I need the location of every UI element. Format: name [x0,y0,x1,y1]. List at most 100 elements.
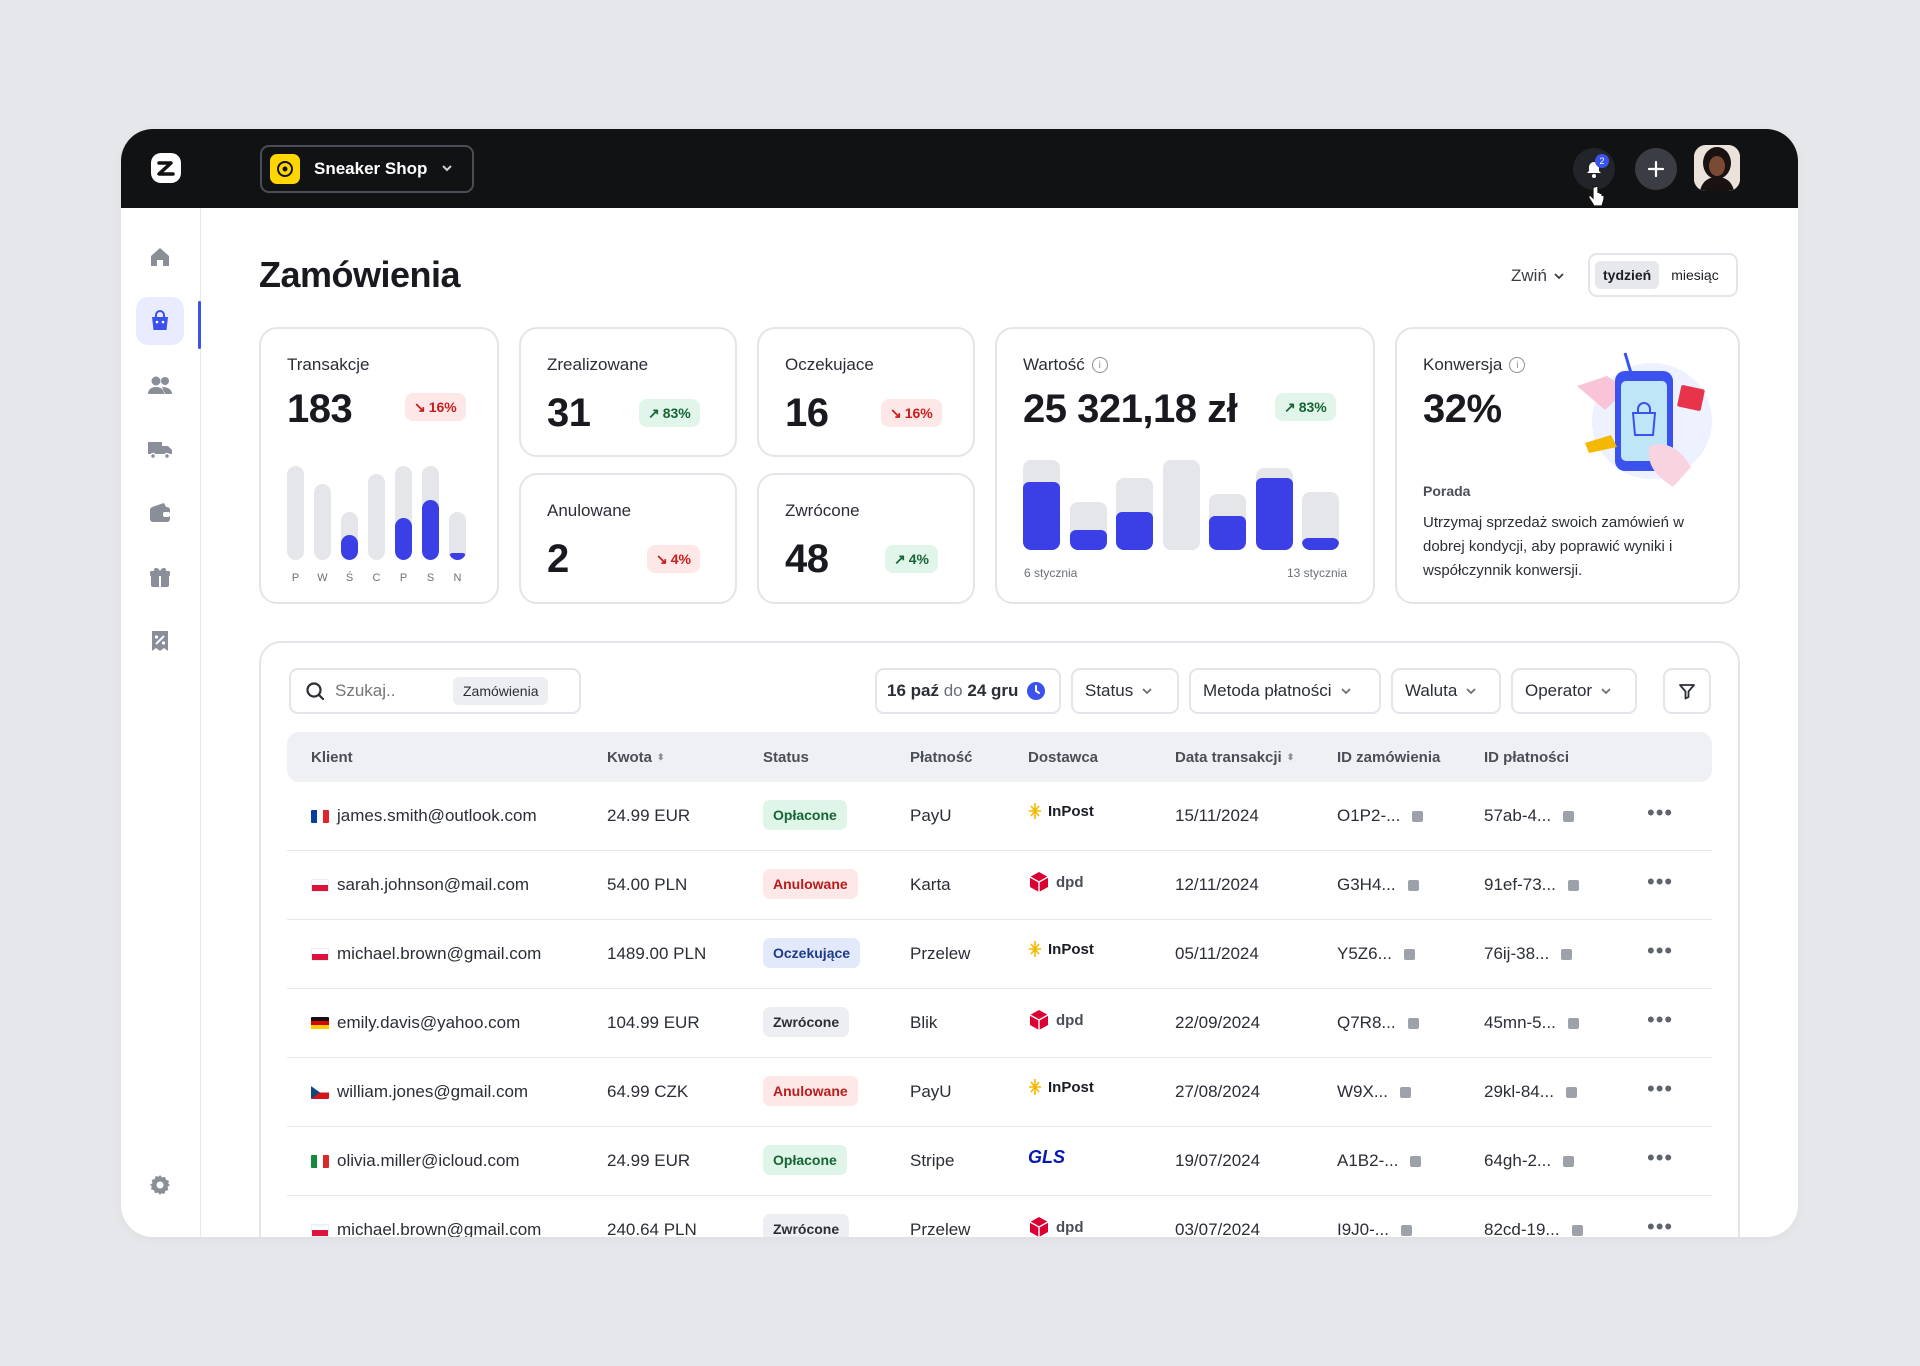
order-id-cell: W9X... [1337,1082,1412,1102]
sidebar-item-settings[interactable] [136,1161,184,1209]
user-avatar[interactable] [1694,145,1740,191]
shop-selector[interactable]: Sneaker Shop [260,145,474,193]
payment-id: 91ef-73... [1484,875,1556,894]
client-email[interactable]: william.jones@gmail.com [337,1082,529,1101]
client-email[interactable]: olivia.miller@icloud.com [337,1151,520,1170]
client-email[interactable]: michael.brown@gmail.com [337,1220,542,1237]
col-date[interactable]: Data transakcji ⬍ [1175,749,1294,766]
table-row[interactable]: sarah.johnson@mail.com 54.00 PLN Anulowane… [287,851,1712,920]
carrier-dpd-logo: dpd [1028,871,1084,893]
carrier-name: InPost [1048,1078,1094,1096]
gift-box-icon [150,567,170,587]
copy-icon[interactable] [1567,1017,1579,1029]
table-row[interactable]: olivia.miller@icloud.com 24.99 EUR Opłacon… [287,1127,1712,1196]
table-row[interactable]: james.smith@outlook.com 24.99 EUR Opłacone… [287,782,1712,851]
client-email[interactable]: james.smith@outlook.com [337,806,537,825]
copy-icon[interactable] [1403,948,1415,960]
client-email[interactable]: sarah.johnson@mail.com [337,875,530,894]
more-actions-icon[interactable]: ••• [1647,1145,1674,1170]
payment-method-filter[interactable]: Metoda płatności [1189,668,1381,714]
search-input[interactable] [335,681,453,701]
period-month-option[interactable]: miesiąc [1671,267,1719,283]
date-cell: 03/07/2024 [1175,1220,1261,1237]
sort-icon: ⬍ [1286,752,1295,762]
date-range-filter[interactable]: 16 paź do 24 gru [875,668,1061,714]
truck-icon [148,442,172,460]
gear-icon [150,1175,170,1195]
col-order-id[interactable]: ID zamówienia [1337,749,1440,766]
copy-icon[interactable] [1561,948,1573,960]
copy-icon[interactable] [1567,879,1579,891]
more-actions-icon[interactable]: ••• [1647,938,1674,963]
day-label: S [426,572,435,584]
operator-filter[interactable]: Operator [1511,668,1637,714]
value-day-bar [1162,460,1200,550]
add-button[interactable] [1635,148,1677,190]
sidebar-item-discounts[interactable] [136,617,184,665]
returned-change-badge: ↗ 4% [885,545,938,573]
copy-icon[interactable] [1563,1155,1575,1167]
col-payment[interactable]: Płatność [910,749,973,766]
more-actions-icon[interactable]: ••• [1647,800,1674,825]
col-amount[interactable]: Kwota ⬍ [607,749,665,766]
table-row[interactable]: michael.brown@gmail.com 240.64 PLN Zwrócon… [287,1196,1712,1237]
col-carrier[interactable]: Dostawca [1028,749,1098,766]
copy-icon[interactable] [1400,1086,1412,1098]
payment-cell: PayU [910,806,952,825]
sidebar-item-products[interactable] [136,553,184,601]
search-scope-chip[interactable]: Zamówienia [453,677,549,705]
copy-icon[interactable] [1407,879,1419,891]
collapse-button[interactable]: Zwiń [1511,266,1565,286]
sidebar-item-payments[interactable] [136,489,184,537]
more-actions-icon[interactable]: ••• [1647,1076,1674,1101]
sidebar-item-customers[interactable] [136,361,184,409]
copy-icon[interactable] [1563,810,1575,822]
day-label: C [372,572,381,584]
copy-icon[interactable] [1407,1017,1419,1029]
notifications-button[interactable]: 2 [1573,148,1615,190]
copy-icon[interactable] [1571,1224,1583,1236]
carrier-name: InPost [1048,802,1094,820]
advanced-filter-button[interactable] [1663,668,1711,714]
sidebar-item-shipping[interactable] [136,425,184,473]
client-cell: james.smith@outlook.com [311,806,537,826]
copy-icon[interactable] [1565,1086,1577,1098]
copy-icon[interactable] [1400,1224,1412,1236]
client-email[interactable]: emily.davis@yahoo.com [337,1013,521,1032]
completed-value: 31 [547,391,591,435]
more-actions-icon[interactable]: ••• [1647,1214,1674,1238]
app-window: Sneaker Shop 2 [121,129,1798,1237]
transactions-card: Transakcje 183 ↘ 16% P W Ś C P S N [259,327,499,604]
amount-cell: 104.99 EUR [607,1013,700,1032]
period-week-option[interactable]: tydzień [1595,261,1660,289]
tip-heading: Porada [1423,483,1471,499]
copy-icon[interactable] [1412,810,1424,822]
date-separator: do [943,681,963,700]
currency-filter[interactable]: Waluta [1391,668,1501,714]
col-payment-id[interactable]: ID płatności [1484,749,1569,766]
payment-id-cell: 76ij-38... [1484,944,1573,964]
table-row[interactable]: michael.brown@gmail.com 1489.00 PLN Oczeku… [287,920,1712,989]
table-row[interactable]: emily.davis@yahoo.com 104.99 EUR Zwrócone B… [287,989,1712,1058]
col-status[interactable]: Status [763,749,809,766]
status-badge: Anulowane [763,1076,858,1106]
order-id-cell: Q7R8... [1337,1013,1419,1033]
more-actions-icon[interactable]: ••• [1647,869,1674,894]
copy-icon[interactable] [1410,1155,1422,1167]
info-icon[interactable]: i [1509,357,1526,373]
status-filter[interactable]: Status [1071,668,1179,714]
sidebar-item-home[interactable] [136,233,184,281]
more-actions-icon[interactable]: ••• [1647,1007,1674,1032]
currency-filter-label: Waluta [1405,681,1458,700]
carrier-inpost-logo: InPost [1028,940,1094,958]
info-icon[interactable]: i [1091,357,1108,373]
sidebar-item-orders[interactable] [136,297,184,345]
col-client[interactable]: Klient [311,749,353,766]
app-logo[interactable] [151,153,181,183]
client-email[interactable]: michael.brown@gmail.com [337,944,542,963]
table-row[interactable]: william.jones@gmail.com 64.99 CZK Anulowan… [287,1058,1712,1127]
payment-cell: Karta [910,875,951,894]
wallet-icon [150,503,170,522]
chevron-down-icon [1601,688,1611,695]
carrier-name: GLS [1028,1147,1066,1167]
